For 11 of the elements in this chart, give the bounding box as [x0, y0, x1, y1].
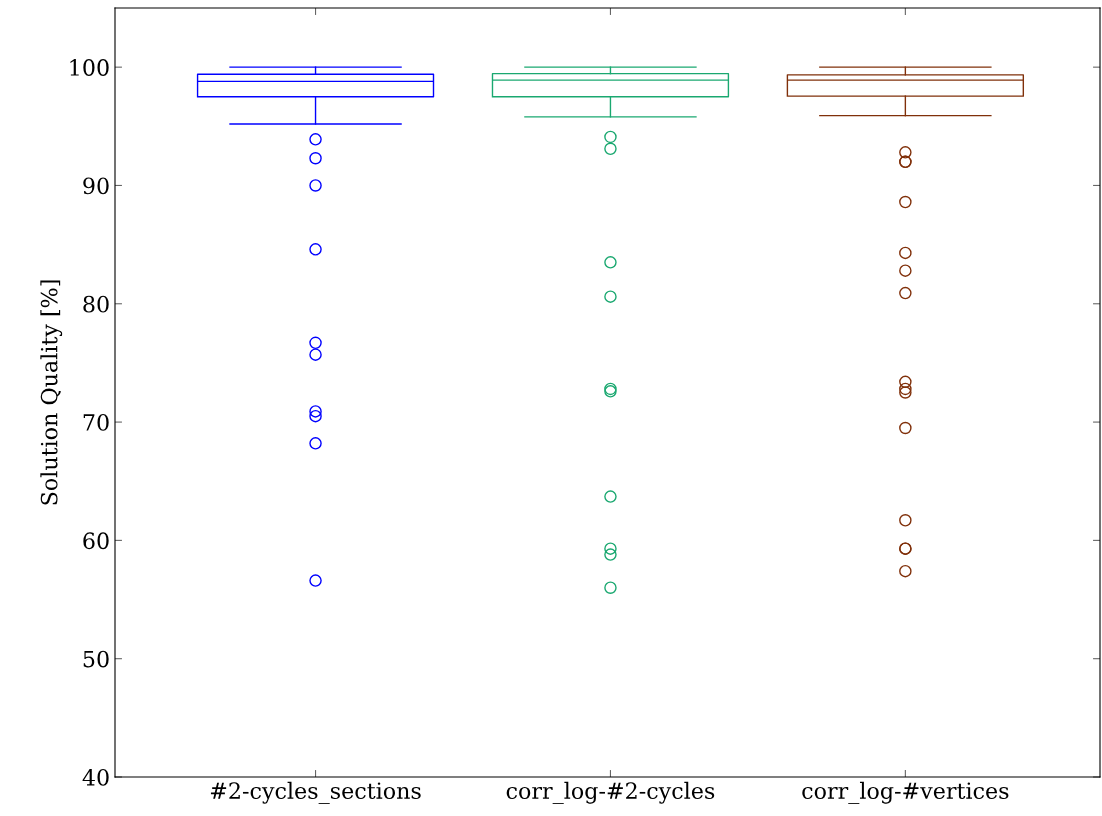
- y-tick-label: 100: [70, 59, 109, 76]
- x-tick-label: #2-cycles_sections: [210, 781, 421, 804]
- y-tick-label: 60: [83, 532, 109, 550]
- y-tick-label: 40: [82, 768, 109, 786]
- y-axis-title: Solution Quality [%]: [40, 280, 63, 505]
- y-tick-label: 80: [83, 295, 109, 313]
- y-tick-label: 70: [83, 414, 109, 431]
- y-tick-label: 50: [83, 650, 109, 668]
- y-tick-label: 90: [83, 177, 109, 195]
- x-tick-label: corr_log-#vertices: [802, 781, 1009, 804]
- x-tick-label: corr_log-#2-cycles: [506, 781, 715, 804]
